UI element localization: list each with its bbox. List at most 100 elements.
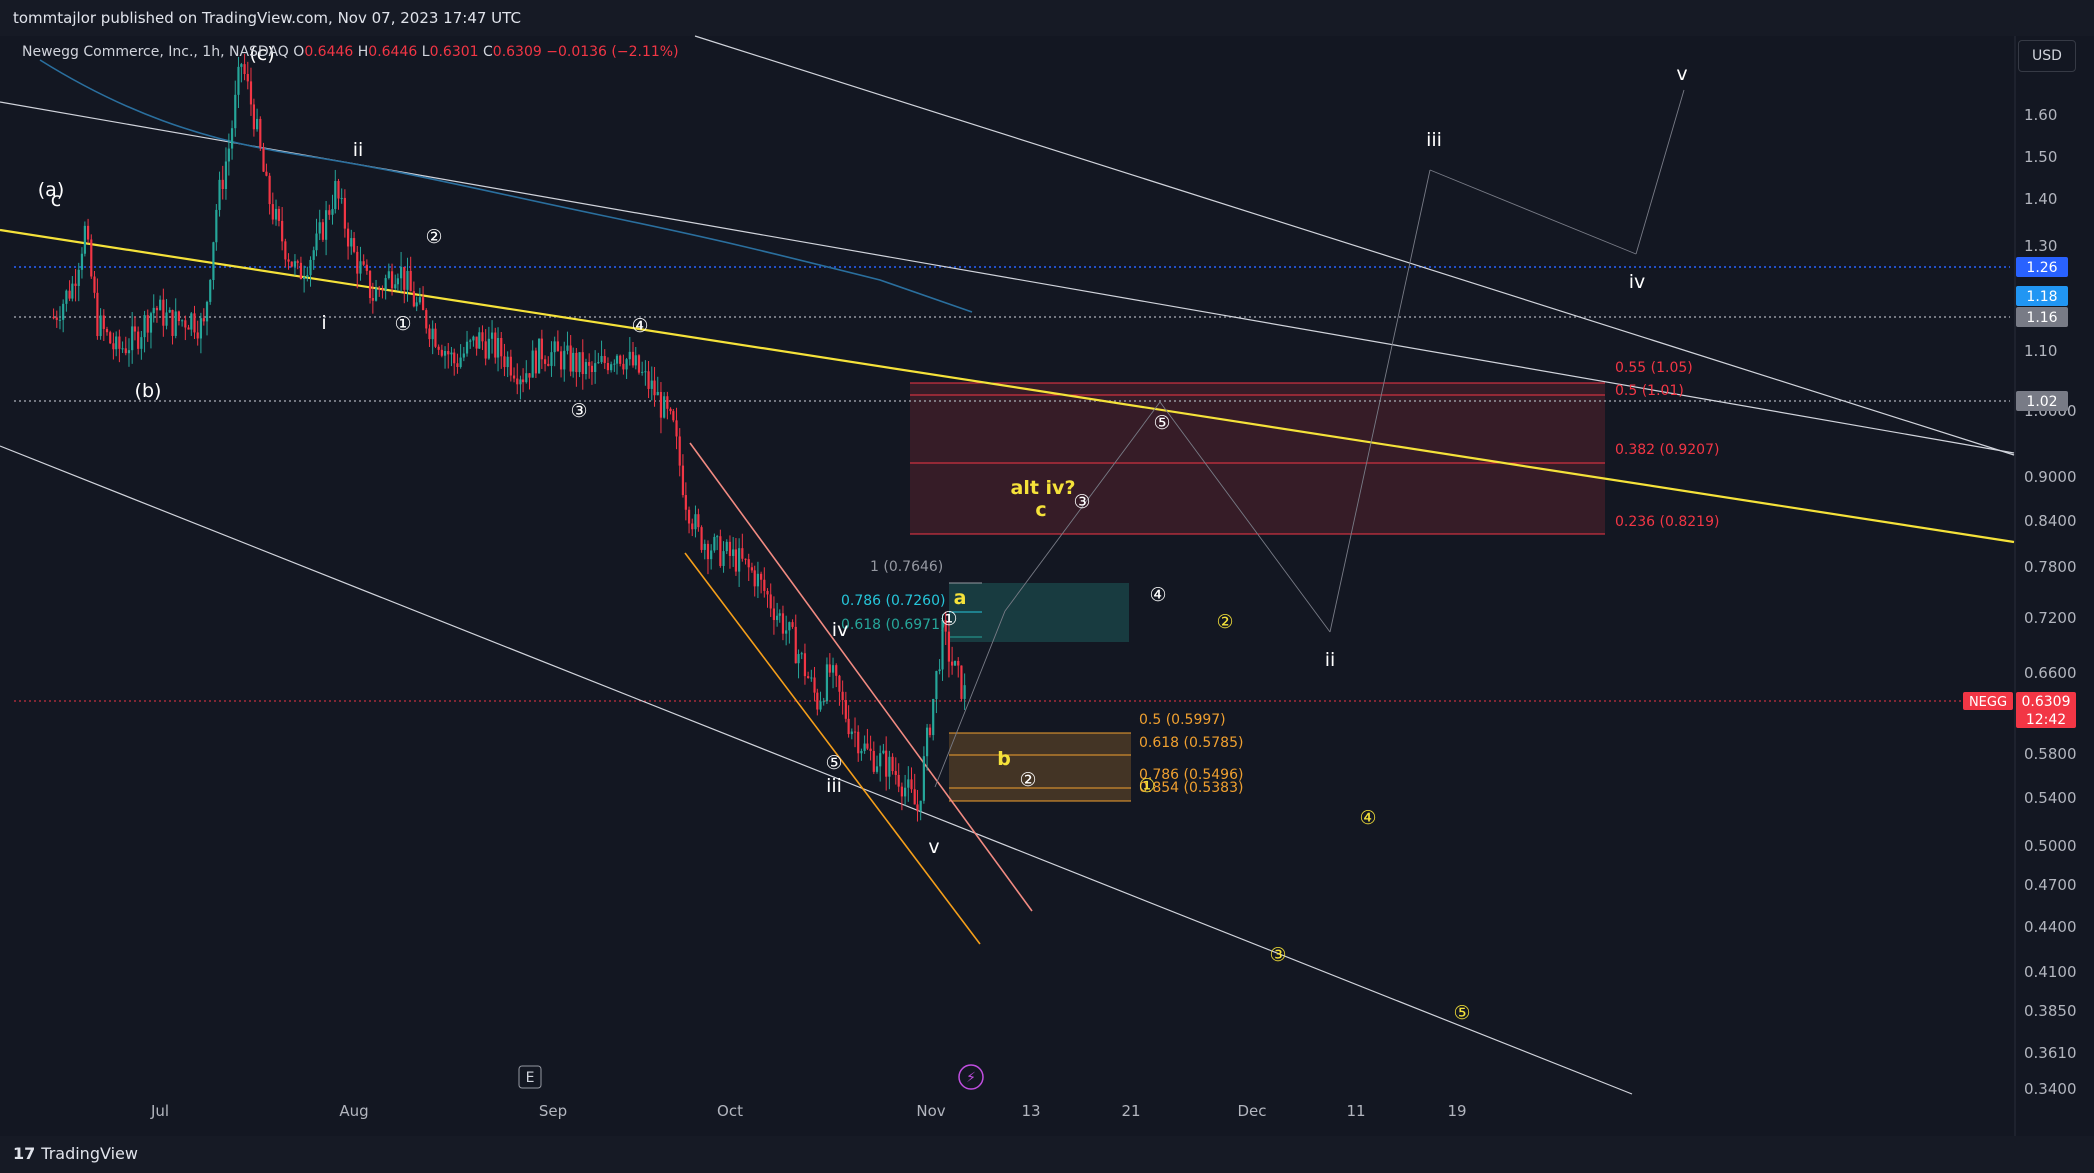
- wave-label: ii: [1325, 649, 1336, 671]
- fib-level-label: 0.55 (1.05): [1615, 360, 1693, 376]
- candle-body: [681, 465, 685, 496]
- candle-body: [459, 357, 462, 367]
- candle-body: [760, 573, 763, 580]
- candle-body: [672, 411, 675, 421]
- tradingview-brand[interactable]: 17 TradingView: [13, 1144, 138, 1163]
- time-tick-label: 13: [1021, 1102, 1040, 1120]
- candle-body: [769, 594, 772, 609]
- candle-body: [403, 266, 406, 290]
- candle-body: [706, 543, 710, 560]
- candle-body: [481, 332, 484, 342]
- candle-body: [412, 291, 415, 307]
- price-tick-label: 0.3850: [2024, 1002, 2077, 1020]
- candle-body: [588, 362, 591, 366]
- price-chart[interactable]: E ⚡ 0.55 (1.05) 0.5 (1.01) 0.382 (0.9207) 0.…: [0, 0, 2094, 1136]
- candle-body: [312, 250, 315, 260]
- fib-level-label: 0.618 (0.6971): [841, 617, 945, 633]
- candle-body: [284, 241, 287, 260]
- candle-body: [581, 352, 584, 375]
- event-marker-label: E: [526, 1070, 535, 1086]
- candle-body: [872, 750, 875, 772]
- candle-body: [882, 750, 885, 754]
- candle-body: [68, 290, 71, 299]
- candle-body: [935, 671, 938, 699]
- fib-level-label: 0.854 (0.5383): [1139, 780, 1243, 796]
- candle-body: [155, 307, 159, 311]
- candle-body: [193, 313, 196, 333]
- projection-path: [1159, 401, 1331, 633]
- candle-body: [941, 619, 944, 670]
- candle-body: [303, 276, 306, 279]
- candle-body: [734, 549, 738, 572]
- candle-body: [65, 290, 68, 304]
- candle-body: [894, 771, 897, 775]
- price-tick-label: 0.7800: [2024, 558, 2077, 576]
- candle-body: [713, 536, 716, 551]
- candle-body: [803, 653, 807, 677]
- candle-body: [838, 675, 841, 692]
- candle-body: [741, 548, 744, 559]
- candle-body: [443, 351, 447, 356]
- projection-path: [1635, 89, 1685, 255]
- price-axis-tag: [2016, 286, 2068, 306]
- candle-body: [456, 363, 459, 367]
- candle-body: [650, 380, 653, 389]
- candle-body: [553, 341, 556, 353]
- price-tick-label: 0.8400: [2024, 512, 2077, 530]
- fib-level-label: 0.786 (0.5496): [1139, 767, 1243, 783]
- candle-body: [187, 327, 190, 330]
- candle-body: [900, 786, 903, 797]
- candle-body: [610, 364, 613, 371]
- candle-body: [318, 222, 321, 234]
- candle-body: [540, 338, 543, 360]
- candle-body: [659, 391, 663, 418]
- candle-body: [374, 288, 378, 301]
- candle-body: [922, 756, 925, 801]
- candle-body: [891, 756, 894, 772]
- candle-body: [910, 779, 913, 790]
- outer-resistance-line: [694, 35, 2015, 456]
- candle-body: [509, 356, 512, 376]
- candle-body: [230, 128, 234, 149]
- candle-body: [58, 319, 62, 321]
- symbol-name[interactable]: Newegg Commerce, Inc., 1h, NASDAQ: [22, 44, 289, 60]
- symbol-tag: [1963, 692, 2013, 710]
- price-axis-tag-label: 1.02: [2026, 394, 2057, 410]
- price-tick-label: 0.3610: [2024, 1044, 2077, 1062]
- fib-zone-red: [910, 383, 1605, 534]
- candle-body: [177, 311, 181, 322]
- candle-body: [750, 567, 754, 571]
- candle-body: [810, 677, 813, 679]
- candle-body: [953, 660, 957, 666]
- candle-body: [697, 514, 700, 528]
- candle-body: [121, 348, 124, 350]
- wave-label: c: [1035, 499, 1046, 521]
- candle-body: [678, 436, 681, 466]
- candle-body: [315, 233, 318, 251]
- candle-body: [77, 269, 80, 286]
- candle-body: [521, 379, 525, 383]
- candle-body: [90, 239, 93, 277]
- candle-body: [352, 238, 356, 252]
- candle-body: [753, 570, 756, 587]
- candle-body: [603, 356, 606, 363]
- candle-body: [109, 332, 112, 344]
- fib-zone-orange: [949, 733, 1131, 801]
- candle-body: [543, 359, 547, 364]
- candle-body: [221, 179, 224, 190]
- candle-body: [622, 363, 625, 370]
- close-value: 0.6309: [492, 44, 542, 60]
- candle-body: [124, 348, 127, 354]
- candle-body: [647, 371, 650, 389]
- candle-body: [634, 355, 637, 366]
- candle-body: [763, 579, 766, 591]
- candle-body: [469, 340, 472, 342]
- candle-body: [772, 608, 776, 621]
- wave-label: v: [928, 836, 939, 858]
- wave-label: b: [997, 748, 1011, 770]
- circled-wave-label: ②: [1216, 611, 1233, 633]
- candle-body: [306, 275, 309, 277]
- currency-button[interactable]: USD: [2018, 40, 2076, 72]
- candle-body: [406, 270, 409, 290]
- candle-body: [390, 271, 394, 289]
